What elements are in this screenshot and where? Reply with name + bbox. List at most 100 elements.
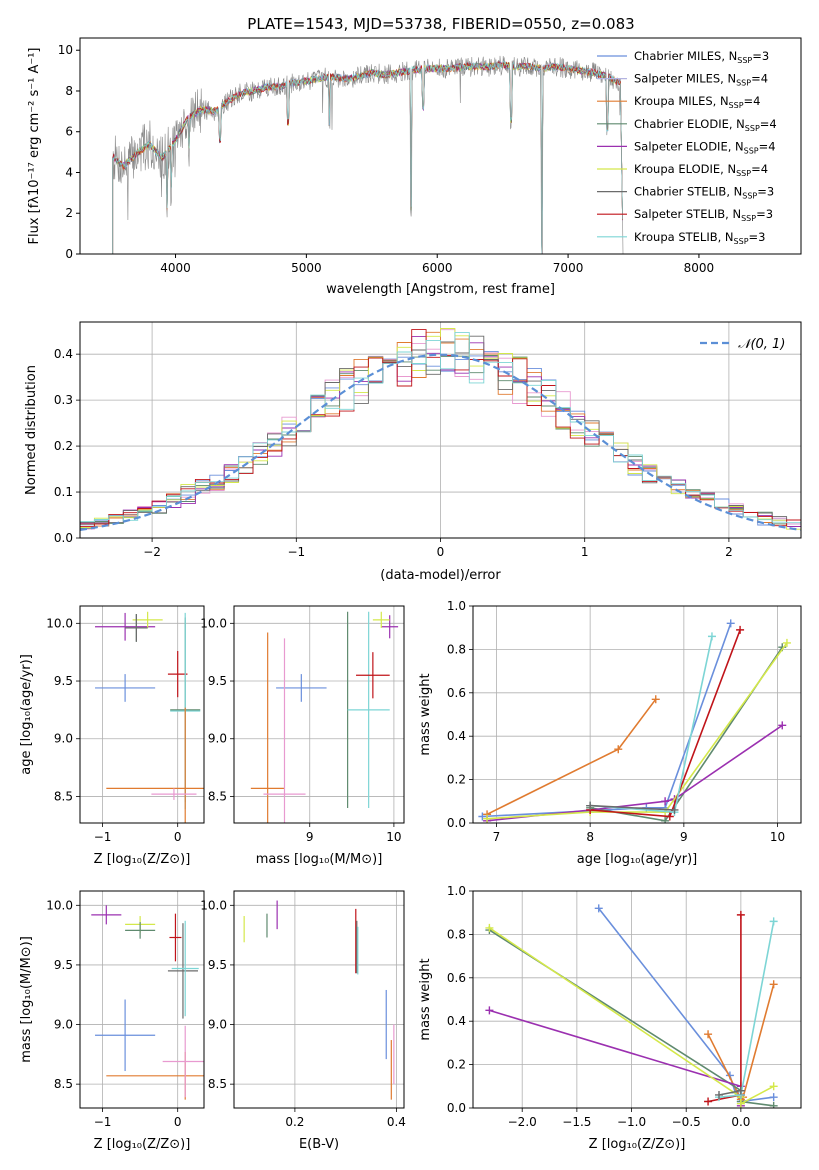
- legend-label-5: Kroupa ELODIE, NSSP=4: [634, 162, 768, 178]
- y-tick-label: 10.0: [46, 616, 73, 630]
- spectrum-panel: 4000 5000 6000 7000 8000 0 2 4 6 8 10 wavelength [A…: [27, 37, 802, 297]
- legend-label-7: Salpeter STELIB, NSSP=3: [634, 207, 773, 223]
- legend-subscript: SSP: [736, 79, 751, 88]
- series-7-marker: [670, 805, 679, 814]
- legend-label-2: Kroupa MILES, NSSP=4: [634, 94, 760, 110]
- legend-label-4: Salpeter ELODIE, NSSP=4: [634, 139, 776, 155]
- y-tick-label: 10: [58, 43, 73, 57]
- x-tick-label: 2: [725, 545, 733, 559]
- series-5-marker: [736, 625, 745, 634]
- legend-text: Salpeter MILES, N: [634, 72, 736, 86]
- legend-text: Salpeter ELODIE, N: [634, 139, 744, 153]
- legend-subscript: SSP: [741, 214, 756, 223]
- series-1-line: [707, 984, 775, 1101]
- y-tick-label: 8: [65, 84, 73, 98]
- y-tick-label: 8.5: [54, 1077, 73, 1091]
- x-tick-label: −0.5: [672, 1115, 701, 1129]
- spectrum-lines: [112, 55, 624, 254]
- y-tick-label: 1.0: [447, 884, 466, 898]
- y-tick-label: 9.0: [208, 732, 227, 746]
- errorbar-points: [243, 900, 395, 1100]
- x-tick-label: −1: [94, 1115, 112, 1129]
- y-tick-label: 9.5: [54, 958, 73, 972]
- y-tick-label: 6: [65, 125, 73, 139]
- series-7-marker: [736, 1086, 745, 1095]
- y-tick-label: 0.2: [54, 439, 73, 453]
- x-tick-label: −1.5: [562, 1115, 591, 1129]
- axes-frame: [472, 605, 802, 824]
- x-tick-label: 4000: [160, 261, 191, 275]
- y-tick-label: 0.2: [447, 1058, 466, 1072]
- y-axis-label: mass weight: [418, 958, 433, 1040]
- model-line-8: [112, 60, 623, 254]
- legend-text: Chabrier ELODIE, N: [634, 117, 745, 131]
- y-tick-label: 0.8: [447, 642, 466, 656]
- legend-suffix: =4: [760, 117, 777, 131]
- mass-vs-ebv-panel: 0.2 0.4 8.5 9.0 9.5 10.0 E(B-V): [200, 890, 406, 1152]
- x-axis-label: mass [log₁₀(M/M⊙)]: [256, 852, 383, 867]
- legend-subscript: SSP: [737, 56, 752, 65]
- series-4-marker: [485, 923, 494, 932]
- x-tick-label: 1: [581, 545, 589, 559]
- series-5-marker: [665, 812, 674, 821]
- x-axis-label: (data-model)/error: [380, 568, 501, 583]
- y-tick-label: 0.0: [54, 531, 73, 545]
- age-vs-metallicity-panel: −1 0 8.5 9.0 9.5 10.0 Z [log₁₀(Z/Z⊙)] age [log₁…: [19, 605, 205, 867]
- mass-weight-lines: [485, 904, 778, 1108]
- x-tick-label: 0: [437, 545, 445, 559]
- errorbar-points: [250, 611, 399, 823]
- y-axis-label: age [log₁₀(age/yr)]: [19, 654, 34, 775]
- legend-suffix: =4: [759, 139, 776, 153]
- y-tick-label: 0.4: [447, 729, 466, 743]
- legend-suffix: =3: [756, 207, 773, 221]
- y-tick-label: 0.6: [447, 971, 466, 985]
- y-tick-label: 8.5: [208, 789, 227, 803]
- x-tick-label: −2: [143, 545, 161, 559]
- series-4-marker: [769, 1082, 778, 1091]
- residual-histogram-panel: −2 −1 0 1 2 0.0 0.1 0.2 0.3 0.4 (data-model)/error…: [24, 321, 802, 583]
- legend-subscript: SSP: [736, 169, 751, 178]
- series-0-marker: [594, 904, 603, 913]
- legend-suffix: =4: [751, 72, 768, 86]
- y-tick-label: 0.2: [447, 773, 466, 787]
- axes-frame: [79, 321, 802, 539]
- y-axis-label: Flux [fλ10⁻¹⁷ erg cm⁻² s⁻¹ A⁻¹]: [27, 48, 42, 245]
- y-tick-label: 9.5: [208, 674, 227, 688]
- x-tick-label: 6000: [422, 261, 453, 275]
- x-axis-label: age [log₁₀(age/yr)]: [577, 852, 698, 867]
- legend-suffix: =3: [752, 49, 769, 63]
- legend-suffix: =3: [757, 185, 774, 199]
- legend-suffix: =4: [751, 162, 768, 176]
- y-tick-label: 0.4: [447, 1014, 466, 1028]
- y-tick-label: 0.0: [447, 816, 466, 830]
- series-1-marker: [769, 980, 778, 989]
- legend-subscript: SSP: [734, 237, 749, 246]
- y-tick-label: 8.5: [208, 1077, 227, 1091]
- histograms: [80, 328, 801, 538]
- x-axis-label: Z [log₁₀(Z/Z⊙)]: [94, 852, 191, 867]
- x-tick-label: −1: [94, 830, 112, 844]
- normal-curve-line: [80, 353, 801, 531]
- series-4-line: [487, 642, 788, 820]
- mass-weight-vs-metallicity-panel: −2.0 −1.5 −1.0 −0.5 0.0 0.0 0.2 0.4 0.6 0.8 1.0 Z […: [418, 884, 802, 1152]
- x-tick-label: 0.4: [387, 1115, 406, 1129]
- axes-frame: [79, 605, 205, 824]
- x-tick-label: −1.0: [617, 1115, 646, 1129]
- histogram-series-8: [80, 332, 801, 538]
- legend-subscript: SSP: [744, 146, 759, 155]
- y-tick-label: 0.6: [447, 686, 466, 700]
- legend-text: Salpeter STELIB, N: [634, 207, 741, 221]
- series-0-marker: [726, 619, 735, 628]
- series-7-marker: [586, 801, 595, 810]
- x-tick-label: 9: [680, 830, 688, 844]
- axes-frame: [233, 890, 405, 1109]
- series-7-marker: [715, 1090, 723, 1099]
- axes-frame: [472, 890, 802, 1109]
- legend-text: Kroupa STELIB, N: [634, 230, 734, 244]
- series-0-marker: [769, 1093, 778, 1102]
- y-tick-label: 2: [65, 206, 73, 220]
- y-tick-label: 10.0: [200, 616, 227, 630]
- y-tick-label: 9.0: [54, 1018, 73, 1032]
- series-4-marker: [782, 638, 791, 647]
- legend-text: Kroupa ELODIE, N: [634, 162, 736, 176]
